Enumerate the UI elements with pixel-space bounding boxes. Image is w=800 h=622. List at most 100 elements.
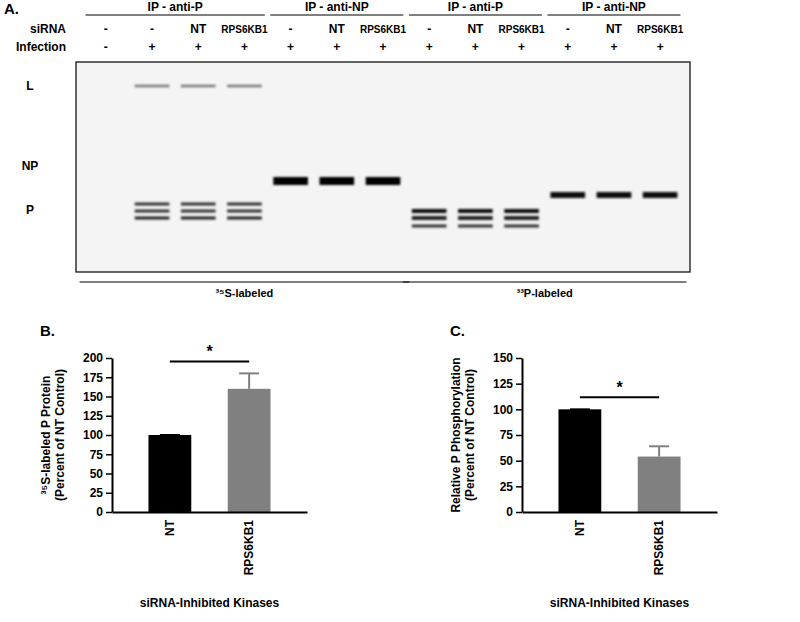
group-line	[86, 14, 265, 15]
y-axis-label: Relative P Phosphorylation(Percent of NT…	[449, 357, 477, 512]
tick: 100	[83, 428, 112, 442]
tick-label: 0	[96, 505, 103, 519]
gel-band	[504, 225, 539, 228]
panel-label: C.	[450, 322, 465, 339]
significance-bracket	[580, 396, 659, 398]
tick-label: 50	[500, 454, 514, 468]
error-bar	[160, 435, 180, 436]
group-title: IP - anti-NP	[582, 0, 646, 14]
sirna-label: NT	[467, 22, 484, 36]
group-line	[547, 14, 680, 15]
tick: NT	[163, 512, 177, 536]
tick-mark	[516, 358, 522, 360]
error-cap	[160, 434, 180, 436]
gel-band	[458, 225, 493, 228]
tick: 25	[90, 486, 112, 500]
gel-band	[504, 216, 539, 220]
group-line	[409, 14, 542, 15]
tick: RPS6KB1	[652, 512, 666, 575]
tick-label: 75	[90, 448, 104, 462]
gel-band	[550, 192, 585, 198]
infection-label: +	[610, 40, 617, 54]
infection-label: +	[472, 40, 479, 54]
tick: 50	[90, 467, 112, 481]
sirna-label: RPS6KB1	[498, 24, 545, 35]
gel-band	[412, 216, 447, 220]
tick-label: 150	[493, 351, 513, 365]
tick: 50	[500, 454, 522, 468]
gel-band	[643, 192, 678, 198]
tick-mark	[516, 409, 522, 411]
infection-label: +	[657, 40, 664, 54]
gel-band	[227, 85, 262, 88]
tick-mark	[516, 460, 522, 462]
y-axis-label-line: (Percent of NT Control)	[53, 369, 67, 501]
error-cap	[649, 445, 669, 447]
tick-label: 150	[83, 390, 103, 404]
tick: 0	[506, 505, 522, 519]
tick: NT	[573, 512, 587, 536]
tick-label: NT	[163, 519, 177, 536]
tick-label: 0	[506, 505, 513, 519]
panel-label: A.	[4, 0, 19, 17]
group-title: IP - anti-P	[448, 0, 503, 14]
tick-mark	[516, 383, 522, 385]
tick: 125	[83, 409, 112, 423]
gel-band	[458, 209, 493, 213]
panel-label: B.	[40, 322, 55, 339]
y-axis: 0255075100125150175200	[83, 351, 113, 519]
infection-label: +	[195, 40, 202, 54]
error-bar	[239, 373, 259, 388]
sirna-label: RPS6KB1	[221, 24, 268, 35]
gel-band	[366, 177, 401, 185]
infection-label: +	[333, 40, 340, 54]
tick-mark	[106, 416, 112, 418]
y-axis-label: ³⁵S-labeled P Protein(Percent of NT Cont…	[39, 369, 67, 501]
tick-label: 25	[90, 486, 104, 500]
gel-band	[597, 192, 632, 198]
tick-mark	[106, 377, 112, 379]
tick-mark	[106, 493, 112, 495]
axis-line	[113, 512, 308, 514]
sirna-label: -	[104, 22, 108, 36]
gel-band	[227, 203, 262, 206]
gel-band	[135, 203, 170, 206]
tick-label: 125	[83, 409, 103, 423]
y-axis-label-line: (Percent of NT Control)	[463, 369, 477, 501]
error-bar	[649, 446, 669, 456]
gel-band	[319, 177, 354, 185]
error-cap	[570, 408, 590, 410]
infection-label: +	[287, 40, 294, 54]
tick-mark	[106, 435, 112, 437]
tick-mark	[516, 512, 522, 514]
gel-band	[458, 216, 493, 220]
sirna-label: -	[566, 22, 570, 36]
tick: 100	[493, 403, 522, 417]
significance-star: *	[206, 343, 213, 360]
labeling-line	[80, 281, 410, 282]
infection-label: +	[518, 40, 525, 54]
gel-band	[181, 210, 216, 213]
bar	[558, 409, 601, 512]
gel-band	[227, 210, 262, 213]
sirna-label: RPS6KB1	[637, 24, 684, 35]
tick-label: NT	[573, 519, 587, 536]
band-label: P	[26, 203, 34, 217]
labeling-line	[403, 281, 687, 282]
plot-area	[148, 373, 270, 512]
tick: 150	[493, 351, 522, 365]
tick-label: 75	[500, 428, 514, 442]
band-label: NP	[22, 159, 39, 173]
sirna-label: -	[427, 22, 431, 36]
significance-bracket	[170, 360, 249, 362]
gel-band	[181, 203, 216, 206]
tick-label: 100	[83, 428, 103, 442]
infection-label: +	[149, 40, 156, 54]
gel-frame	[76, 62, 690, 272]
figure: A.siRNAInfectionIP - anti-P---+NT+RPS6KB…	[0, 0, 800, 622]
error-stem	[658, 446, 660, 456]
tick: 75	[90, 448, 112, 462]
sirna-label: NT	[329, 22, 346, 36]
gel-band	[181, 85, 216, 88]
tick: 25	[500, 480, 522, 494]
